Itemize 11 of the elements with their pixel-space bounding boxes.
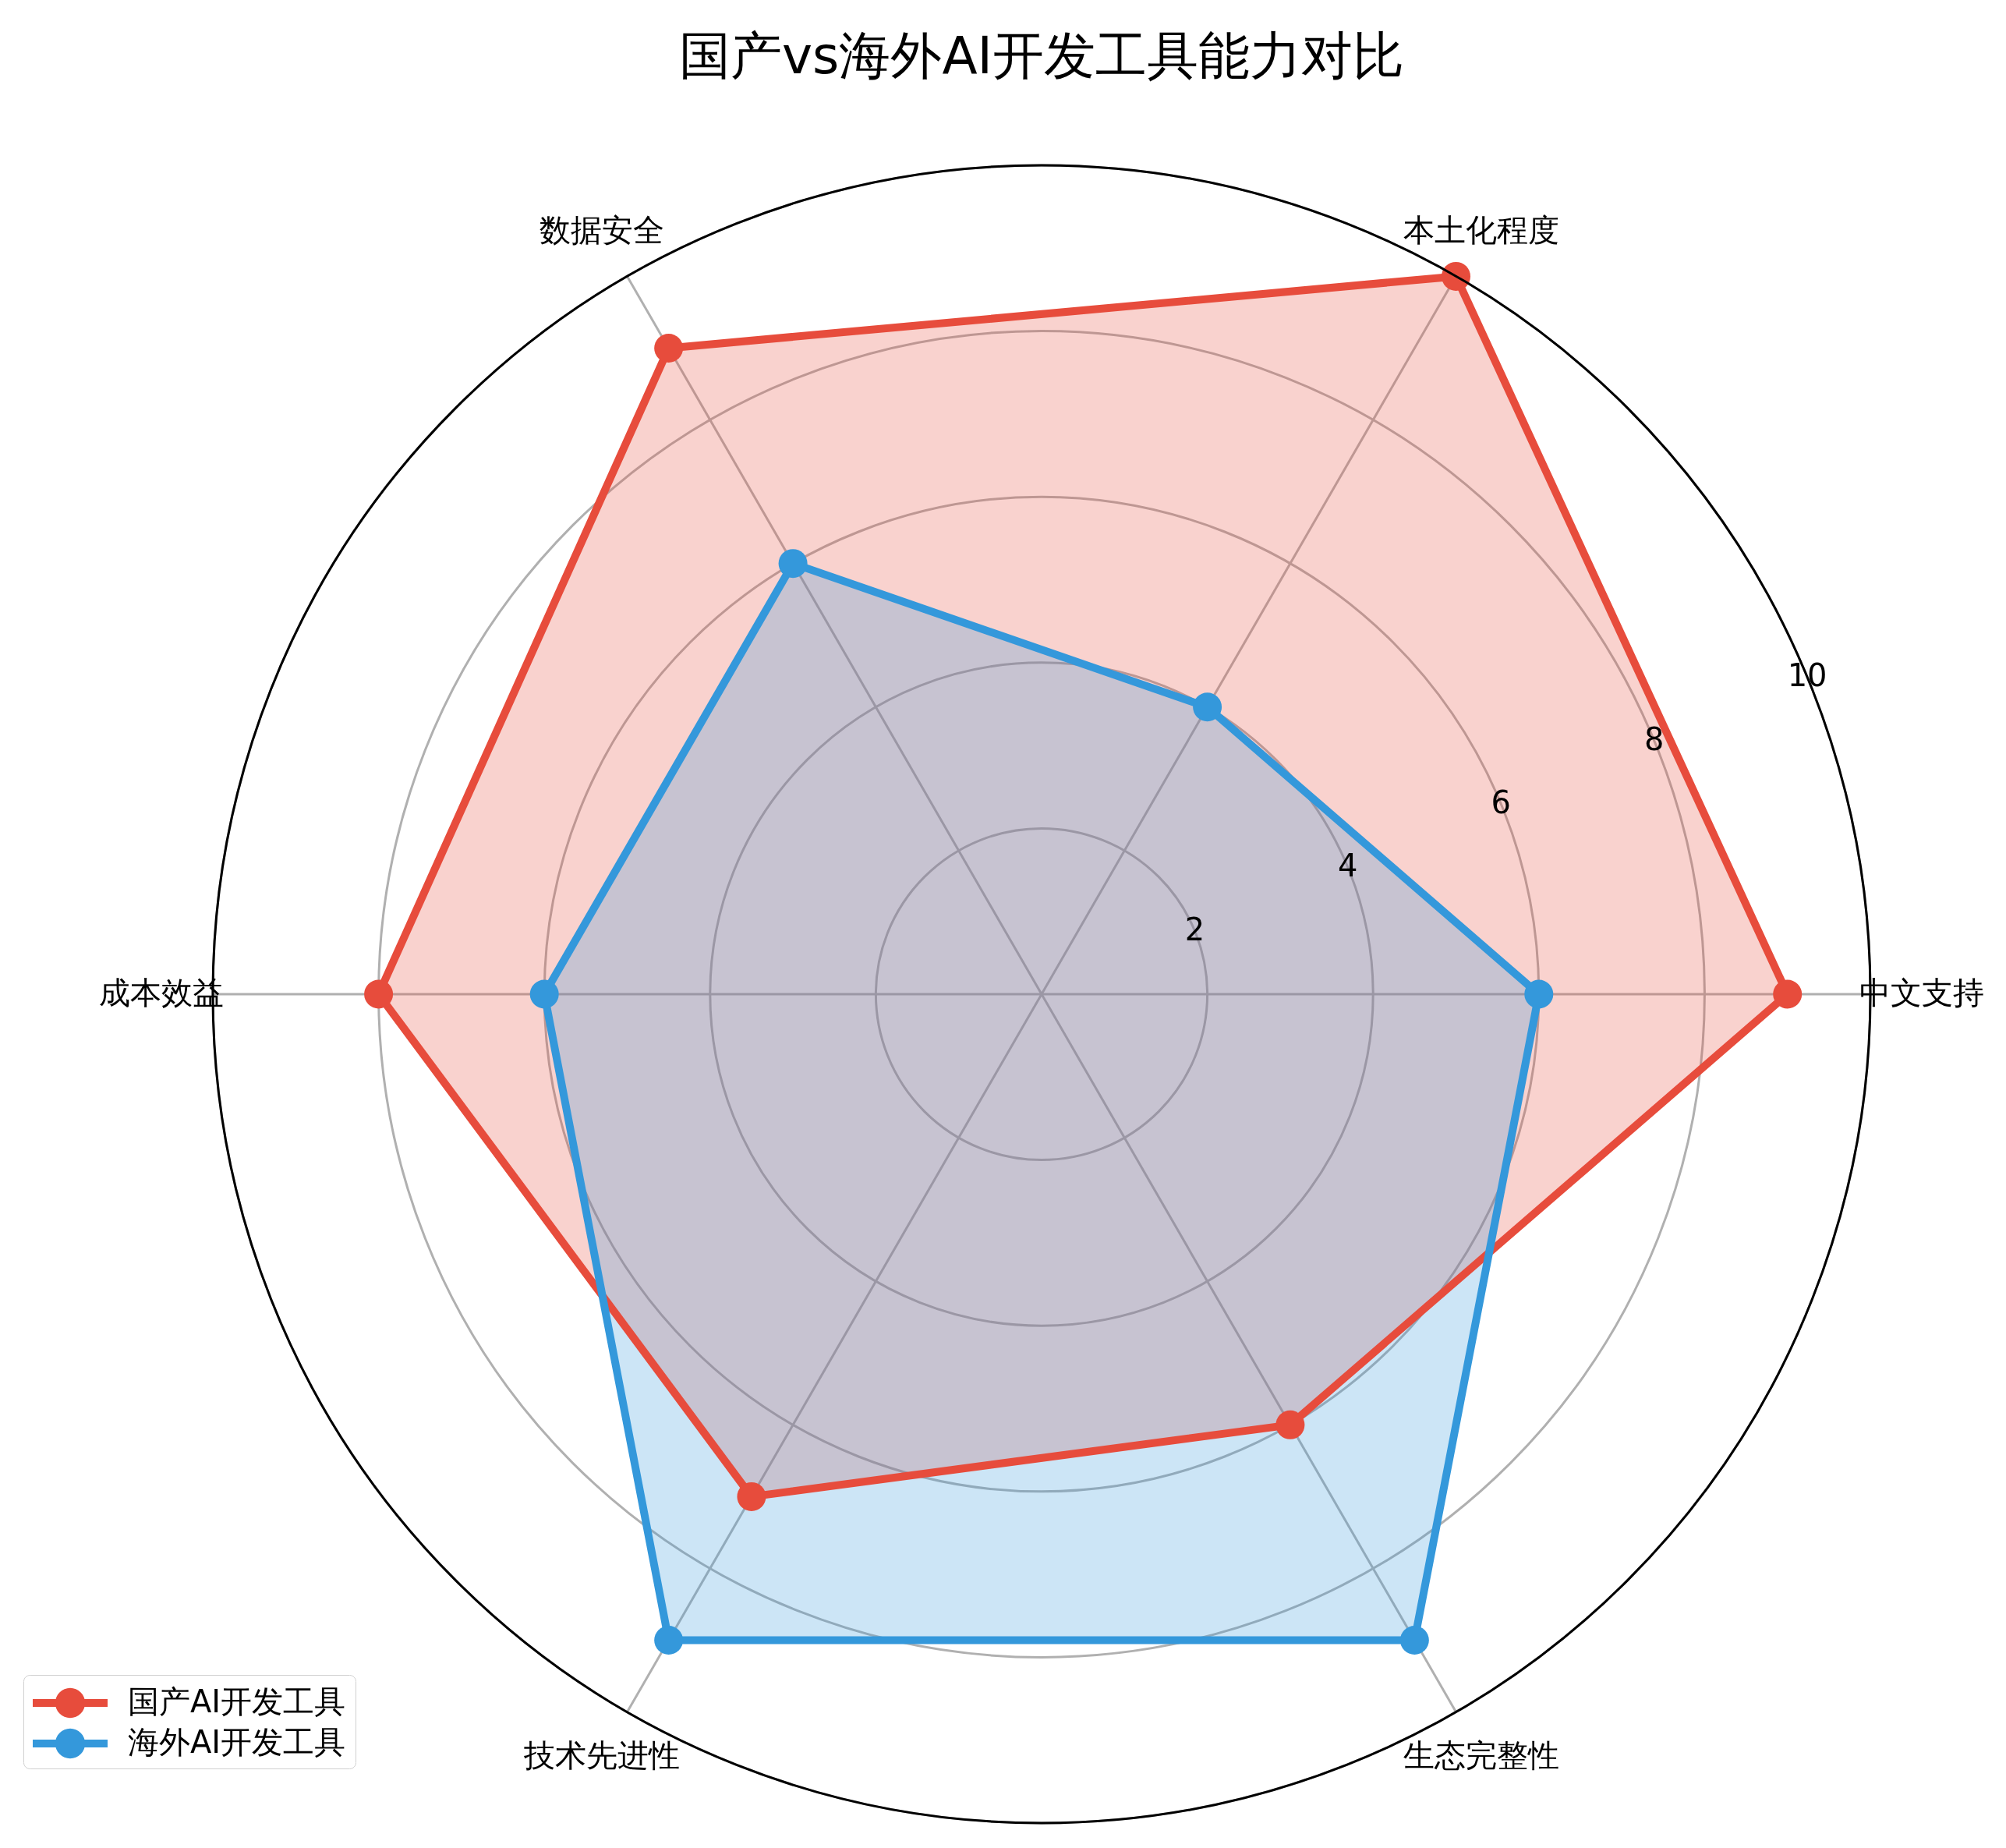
y-tick-label: 4 bbox=[1338, 848, 1358, 884]
spoke-label: 生态完整性 bbox=[1403, 1736, 1560, 1773]
legend-label: 国产AI开发工具 bbox=[128, 1683, 346, 1719]
spoke-label: 数据安全 bbox=[539, 212, 664, 249]
spoke-label: 技术先进性 bbox=[522, 1736, 680, 1773]
chart-title: 国产vs海外AI开发工具能力对比 bbox=[678, 26, 1405, 86]
spoke-label: 本土化程度 bbox=[1403, 212, 1560, 249]
y-tick-label: 2 bbox=[1184, 911, 1205, 947]
y-tick-label: 6 bbox=[1491, 784, 1511, 820]
y-tick-label: 8 bbox=[1643, 720, 1665, 757]
legend-label: 海外AI开发工具 bbox=[128, 1724, 346, 1760]
